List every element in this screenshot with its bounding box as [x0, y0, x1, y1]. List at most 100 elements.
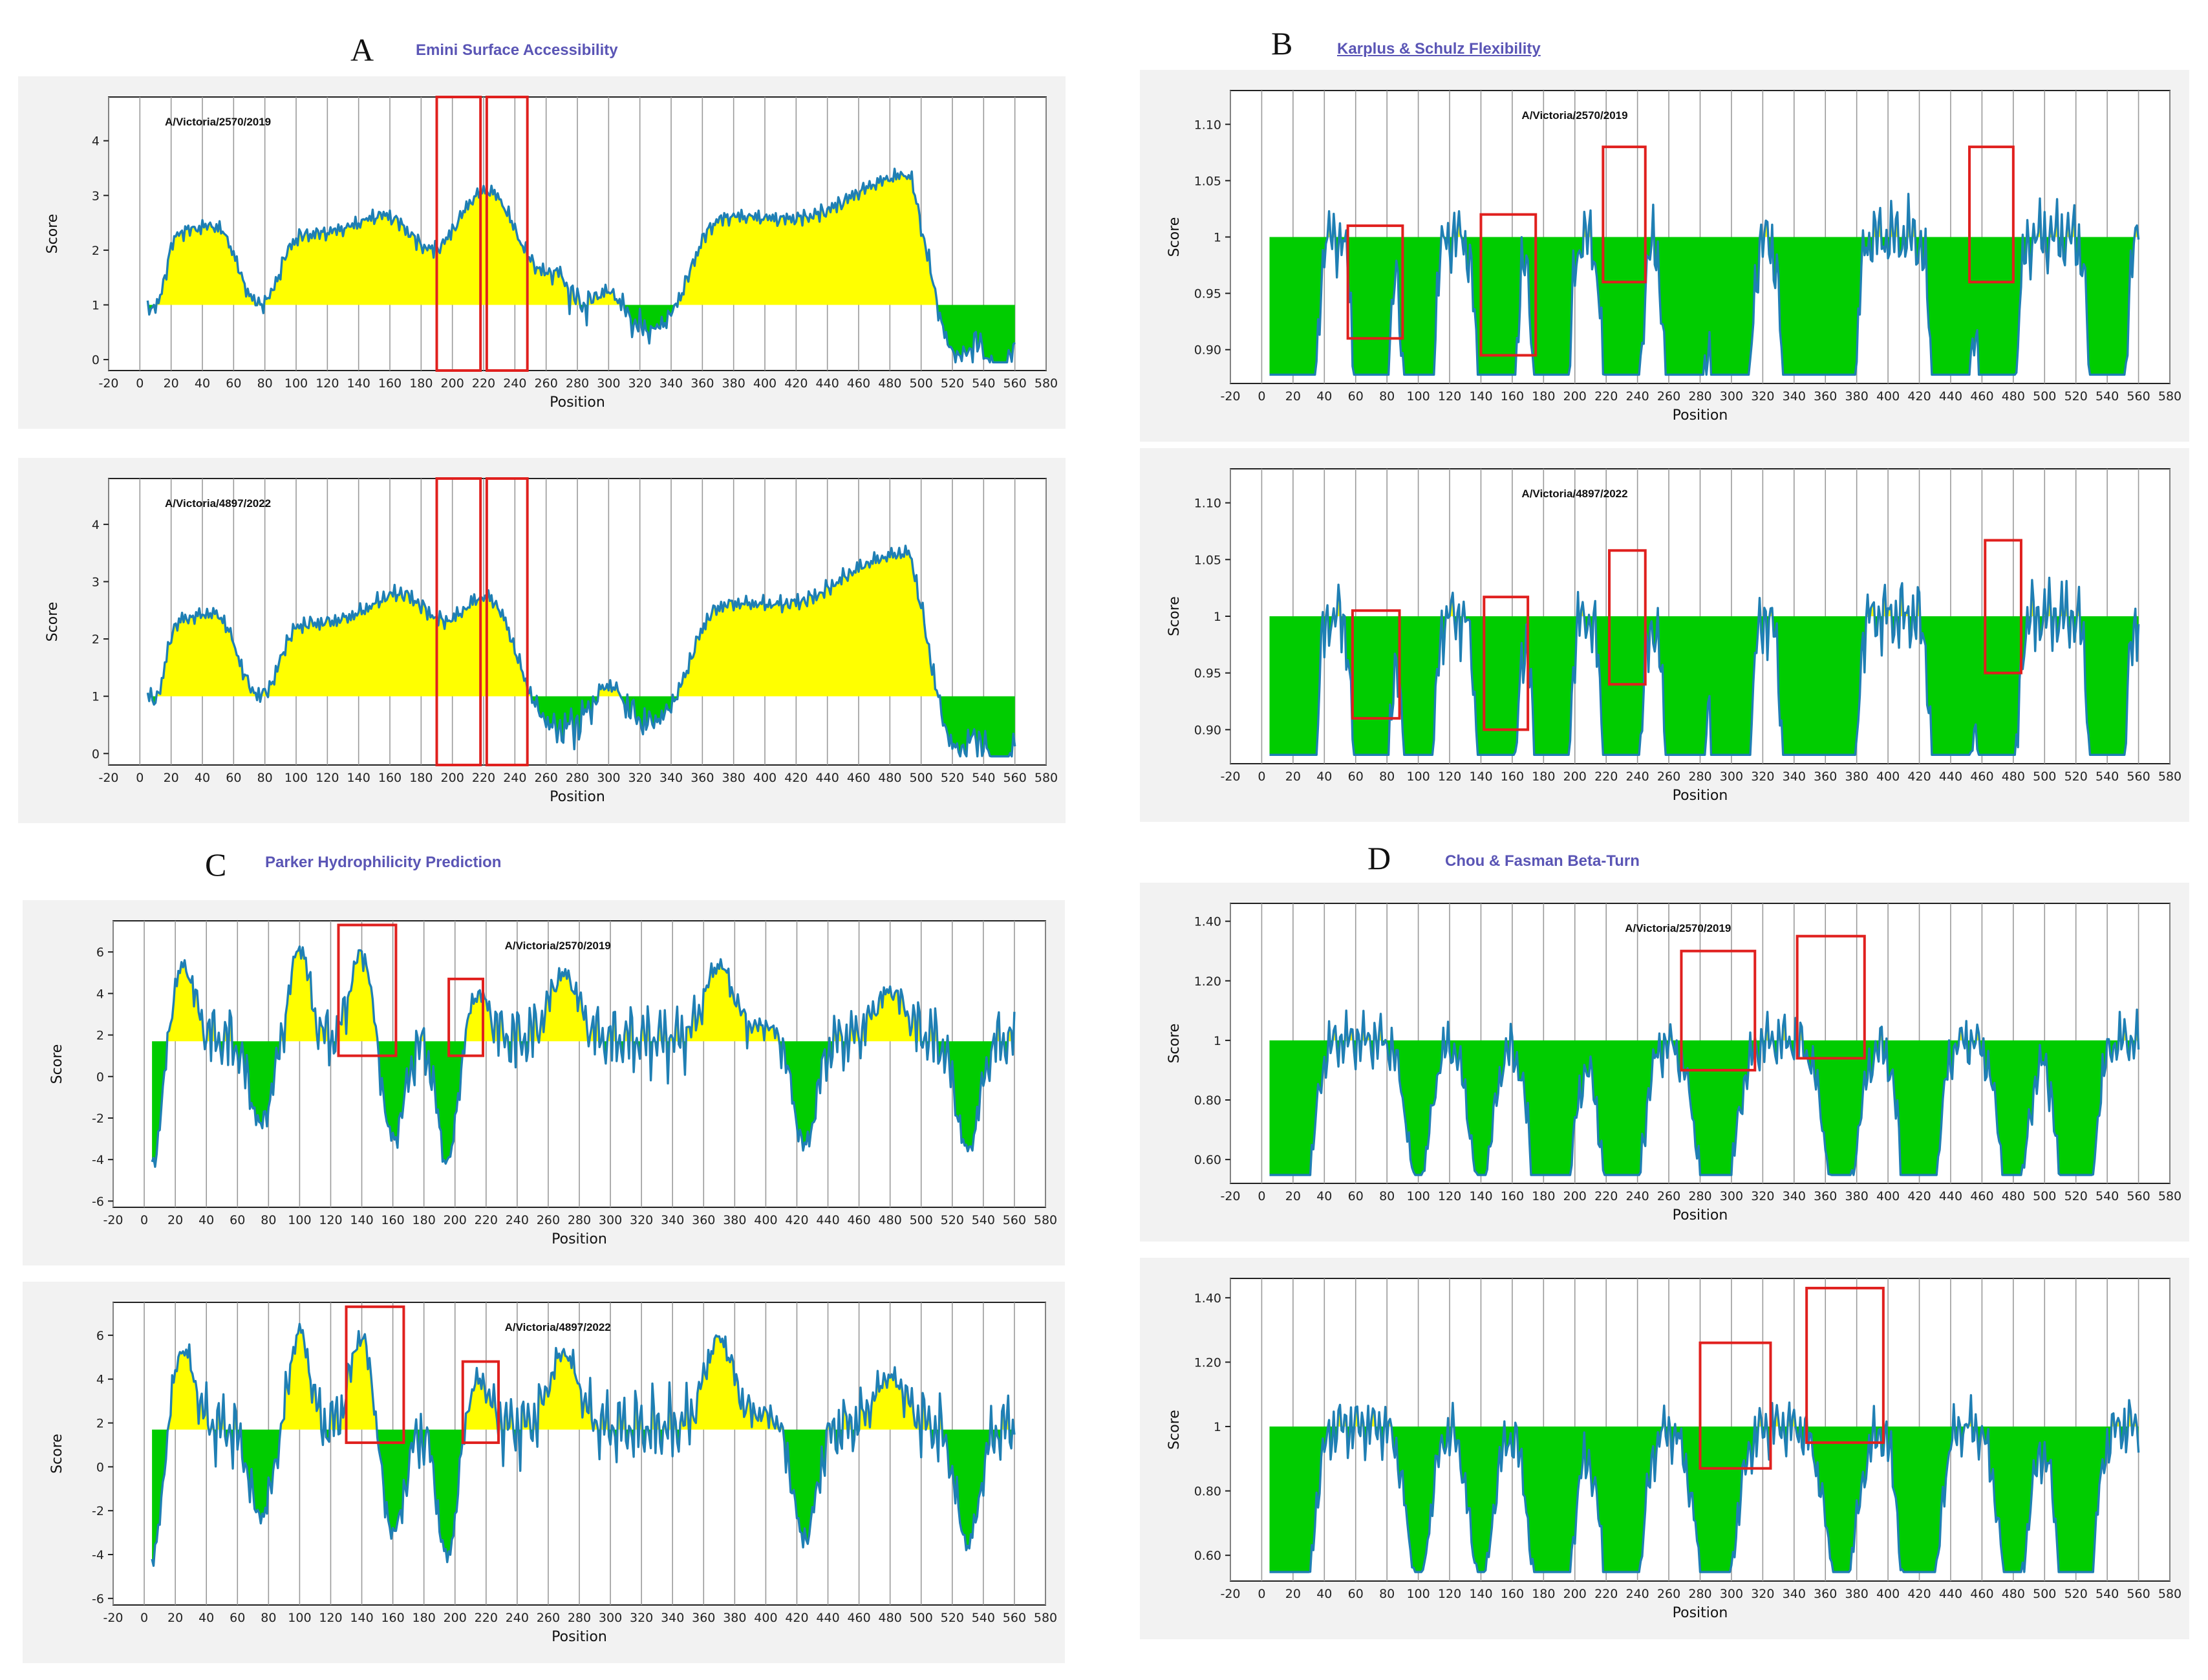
strain-label: A/Victoria/2570/2019 [505, 940, 611, 952]
x-tick-label: 360 [692, 1213, 715, 1227]
x-tick-label: 320 [1751, 1587, 1774, 1601]
x-tick-label: -20 [1220, 1587, 1240, 1601]
x-tick-label: 400 [1876, 1587, 1900, 1601]
x-tick-label: 220 [475, 1611, 498, 1625]
x-tick-label: 380 [722, 376, 745, 391]
x-axis-label: Position [552, 1629, 607, 1645]
x-tick-label: 540 [972, 771, 995, 785]
x-tick-label: 540 [972, 376, 995, 391]
highlight-region [1346, 224, 1404, 340]
x-tick-label: 440 [816, 771, 839, 785]
x-tick-label: 20 [1285, 1189, 1301, 1203]
x-tick-label: 220 [472, 771, 495, 785]
area-above-threshold [152, 1324, 1014, 1430]
x-tick-label: 520 [941, 376, 964, 391]
x-tick-label: 380 [1845, 389, 1869, 404]
x-tick-label: 220 [1594, 1587, 1618, 1601]
x-tick-label: 240 [506, 1611, 529, 1625]
x-axis-label: Position [550, 789, 605, 805]
strain-label: A/Victoria/4897/2022 [1521, 488, 1627, 500]
x-tick-label: 180 [1532, 389, 1555, 404]
x-tick-label: 540 [972, 1213, 995, 1227]
x-tick-label: 380 [722, 771, 745, 785]
x-tick-label: 560 [2127, 1587, 2150, 1601]
x-tick-label: 60 [230, 1213, 245, 1227]
x-tick-label: 460 [1970, 770, 1993, 784]
area-below-threshold [1269, 237, 2139, 375]
x-tick-label: 500 [2033, 1189, 2056, 1203]
x-tick-label: 0 [136, 376, 144, 391]
x-tick-label: 280 [1688, 1587, 1711, 1601]
highlight-region [461, 1360, 500, 1445]
y-tick-label: 2 [92, 244, 100, 258]
x-tick-label: 0 [1258, 1189, 1265, 1203]
highlight-region [1805, 1286, 1885, 1444]
y-axis-label: Score [49, 1044, 65, 1084]
x-tick-label: 480 [879, 1611, 902, 1625]
x-tick-label: 140 [1469, 1189, 1492, 1203]
x-tick-label: 500 [910, 771, 933, 785]
x-tick-label: 520 [2064, 770, 2088, 784]
y-tick-label: 2 [96, 1029, 104, 1043]
highlight-region [1968, 145, 2015, 284]
y-axis-label: Score [1166, 1024, 1183, 1064]
x-tick-label: 420 [785, 1611, 808, 1625]
x-tick-label: 60 [1348, 1587, 1364, 1601]
x-tick-label: 280 [566, 376, 589, 391]
x-tick-label: 20 [1285, 389, 1301, 404]
x-tick-label: 180 [1532, 1587, 1555, 1601]
x-tick-label: 300 [597, 771, 620, 785]
y-tick-label: 3 [92, 575, 100, 589]
x-tick-label: 40 [1316, 1587, 1332, 1601]
x-tick-label: 440 [1939, 770, 1962, 784]
x-tick-label: 280 [568, 1611, 591, 1625]
x-tick-label: 80 [1379, 1189, 1395, 1203]
area-above-threshold [1269, 1395, 2139, 1427]
score-series-line [151, 945, 1016, 1168]
x-tick-label: 460 [847, 1213, 870, 1227]
highlight-region [1608, 549, 1647, 686]
x-tick-label: 240 [503, 771, 526, 785]
y-tick-label: 0.80 [1194, 1093, 1221, 1108]
x-tick-label: 120 [1438, 1587, 1461, 1601]
y-tick-label: 0 [96, 1070, 104, 1084]
x-tick-label: 360 [691, 376, 714, 391]
x-tick-label: 560 [1003, 771, 1027, 785]
x-tick-label: 160 [1501, 770, 1524, 784]
area-below-threshold [1269, 1427, 2139, 1572]
x-tick-label: 160 [381, 1611, 404, 1625]
x-tick-label: 80 [261, 1611, 276, 1625]
x-tick-label: 360 [1814, 389, 1837, 404]
x-tick-label: 480 [2002, 1587, 2025, 1601]
y-tick-label: 4 [96, 987, 104, 1001]
x-tick-label: 340 [1783, 1587, 1806, 1601]
x-tick-label: 80 [1379, 770, 1395, 784]
x-tick-label: 200 [1563, 770, 1587, 784]
y-tick-label: 1.10 [1194, 497, 1221, 511]
chart-svg: -20 0 20 40 60 80 100 120 140 160 180 200 220 240 260 2… [49, 1302, 1057, 1645]
x-tick-label: 200 [1563, 1587, 1587, 1601]
x-tick-label: 100 [1406, 1587, 1430, 1601]
y-tick-label: 3 [92, 189, 100, 203]
x-tick-label: 340 [1783, 1189, 1806, 1203]
y-tick-label: 1.05 [1194, 174, 1221, 188]
x-tick-label: 420 [1907, 389, 1931, 404]
x-tick-label: 280 [1688, 389, 1711, 404]
x-tick-label: 40 [1316, 770, 1332, 784]
x-tick-label: 560 [1003, 1213, 1026, 1227]
x-tick-label: 500 [910, 376, 933, 391]
highlight-region [485, 477, 529, 766]
highlight-region [435, 96, 482, 372]
x-tick-label: 380 [723, 1611, 746, 1625]
chart-svg: -20 0 20 40 60 80 100 120 140 160 180 200 220 240 260 2… [1166, 903, 2181, 1223]
strain-label: A/Victoria/4897/2022 [165, 497, 271, 510]
x-tick-label: 260 [1657, 1189, 1680, 1203]
y-tick-label: 0.90 [1194, 723, 1221, 737]
x-tick-label: 340 [661, 1611, 684, 1625]
y-axis-label: Score [49, 1434, 65, 1474]
panel-letter-d: D [1367, 840, 1391, 876]
x-tick-label: 240 [506, 1213, 529, 1227]
x-tick-label: 360 [1814, 1587, 1837, 1601]
x-tick-label: 160 [381, 1213, 404, 1227]
x-tick-label: 460 [847, 771, 870, 785]
